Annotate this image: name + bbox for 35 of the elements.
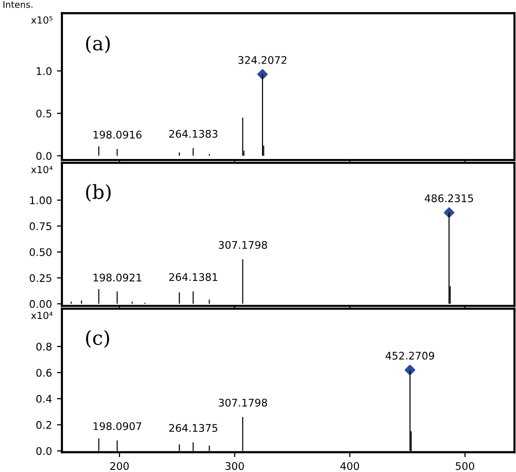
annotation: 264.1375 bbox=[169, 424, 218, 432]
annotation: 307.1798 bbox=[218, 398, 268, 407]
y-tick-label: 0.4 bbox=[36, 394, 52, 403]
annotation: (a) bbox=[86, 36, 110, 54]
annotation: 264.1381 bbox=[169, 273, 218, 281]
y-tick-label: 0.75 bbox=[30, 222, 52, 230]
x-tick-label: 300 bbox=[225, 462, 244, 470]
y-tick-label: 0.50 bbox=[30, 248, 52, 256]
x-tick-label: 200 bbox=[110, 462, 129, 470]
y-axis-title: x10⁵ bbox=[31, 16, 52, 24]
y-tick-label: 0.25 bbox=[30, 274, 52, 282]
y-tick-label: 0.00 bbox=[30, 300, 52, 308]
y-tick-label: 0.6 bbox=[36, 368, 52, 377]
y-tick-label: 0.5 bbox=[36, 110, 52, 118]
annotation: 198.0907 bbox=[94, 422, 142, 430]
y-axis-title: x10⁴ bbox=[31, 312, 53, 320]
y-tick-label: 1.00 bbox=[30, 196, 52, 204]
annotation: 452.2709 bbox=[386, 352, 434, 360]
text: Intens. bbox=[3, 1, 32, 8]
y-tick-label: 0.2 bbox=[36, 421, 52, 429]
y-tick-label: 0.0 bbox=[36, 447, 52, 455]
y-tick-label: 0.0 bbox=[36, 152, 52, 160]
x-tick-label: 500 bbox=[456, 462, 474, 470]
x-tick-label: 400 bbox=[340, 462, 360, 470]
annotation: 198.0916 bbox=[94, 130, 142, 139]
annotation: 264.1383 bbox=[169, 130, 218, 138]
annotation: 486.2315 bbox=[424, 194, 474, 202]
annotation: (b) bbox=[86, 184, 111, 202]
annotation: (c) bbox=[86, 330, 110, 348]
annotation: 307.1798 bbox=[218, 240, 268, 249]
y-tick-label: 1.0 bbox=[36, 67, 52, 76]
y-axis-title: x10⁴ bbox=[31, 166, 53, 174]
annotation: 324.2072 bbox=[238, 56, 286, 64]
annotation: 198.0921 bbox=[94, 274, 142, 282]
y-tick-label: 0.8 bbox=[36, 342, 52, 351]
